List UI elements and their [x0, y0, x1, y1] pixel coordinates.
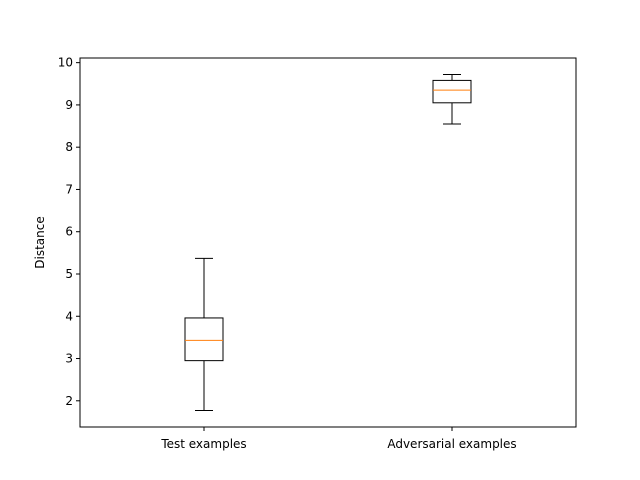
- box-plot-series: [184, 73, 472, 412]
- x-axis-tick-labels: Test examples Adversarial examples: [160, 427, 517, 451]
- y-tick-label-7: 7: [65, 182, 73, 196]
- y-axis-ticks: 2 3 4 5 6 7 8 9 10: [58, 56, 80, 408]
- y-tick-label-4: 4: [65, 309, 73, 323]
- box-test-examples: [184, 257, 224, 412]
- y-tick-label-8: 8: [65, 140, 73, 154]
- x-tick-label-test-examples: Test examples: [160, 437, 246, 451]
- y-tick-label-10: 10: [58, 56, 73, 70]
- y-tick-label-6: 6: [65, 225, 73, 239]
- x-tick-label-adversarial-examples: Adversarial examples: [387, 437, 516, 451]
- plot-area-frame: [79, 57, 577, 428]
- iqr-box-adversarial-examples: [432, 79, 472, 104]
- box-adversarial-examples: [432, 73, 472, 125]
- iqr-box-test-examples: [184, 317, 224, 362]
- y-tick-label-9: 9: [65, 98, 73, 112]
- y-axis-label: Distance: [33, 216, 47, 268]
- y-tick-label-3: 3: [65, 352, 73, 366]
- y-tick-label-5: 5: [65, 267, 73, 281]
- y-tick-label-2: 2: [65, 394, 73, 408]
